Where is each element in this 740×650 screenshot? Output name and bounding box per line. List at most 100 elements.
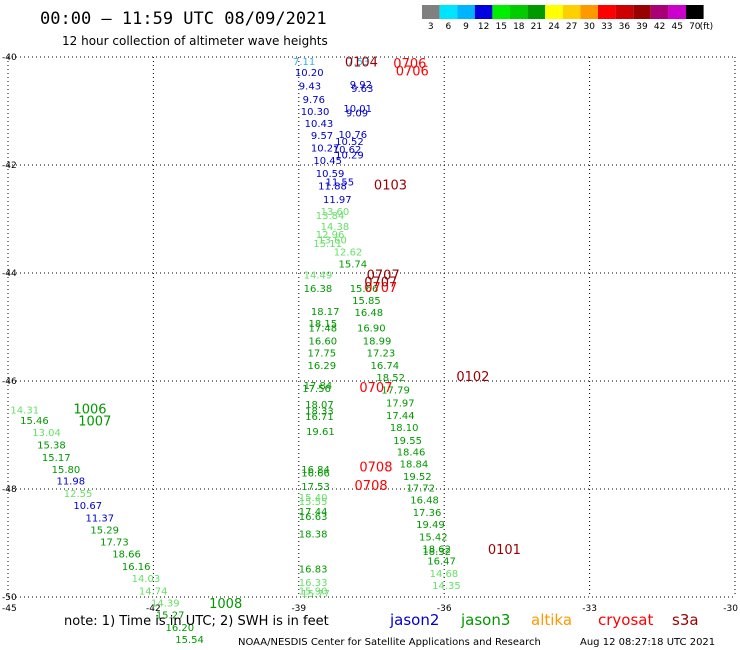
wave-height-value: 14.35	[432, 581, 461, 592]
wave-height-value: 10.59	[316, 169, 345, 180]
wave-height-value: 18.66	[112, 550, 141, 561]
wave-height-value: 14.74	[139, 586, 168, 597]
x-tick-label: -33	[582, 604, 597, 614]
wave-height-value: 9.63	[351, 84, 373, 95]
legend-unit: (ft)	[700, 22, 714, 32]
legend-label: 24	[548, 22, 560, 32]
x-tick-label: -36	[437, 604, 452, 614]
footer-note: note: 1) Time is in UTC; 2) SWH is in fe…	[64, 614, 329, 629]
wave-height-value: 10.62	[333, 145, 362, 156]
legend-swatch	[545, 5, 563, 19]
legend-label: 30	[583, 22, 595, 32]
x-tick-label: -42	[146, 604, 161, 614]
credit-right: Aug 12 08:27:18 UTC 2021	[580, 637, 715, 648]
legend-swatch	[422, 5, 440, 19]
wave-height-value: 11.97	[323, 195, 352, 206]
wave-height-value: 16.38	[304, 284, 333, 295]
wave-height-value: 18.52	[376, 373, 405, 384]
credit-left: NOAA/NESDIS Center for Satellite Applica…	[238, 637, 541, 648]
wave-height-value: 17.79	[381, 385, 410, 396]
wave-height-value: 15.27	[156, 611, 185, 622]
wave-height-value: 10.30	[301, 107, 330, 118]
wave-height-value: 14.68	[430, 569, 459, 580]
y-tick-label: -44	[2, 269, 17, 279]
pass-time-label: 0707	[364, 276, 397, 291]
wave-height-value: 18.17	[311, 307, 340, 318]
legend-label: 12	[478, 22, 489, 32]
wave-height-value: 16.47	[427, 557, 456, 568]
wave-height-value: 16.20	[166, 623, 195, 634]
wave-height-value: 16.63	[299, 512, 328, 523]
wave-height-value: 11.88	[318, 181, 347, 192]
legend-swatch	[668, 5, 686, 19]
legend-label: 45	[671, 22, 682, 32]
wave-height-value: 16.66	[301, 469, 330, 480]
wave-height-value: 9.57	[311, 131, 333, 142]
y-tick-label: -42	[2, 161, 17, 171]
wave-height-value: 15.29	[90, 525, 119, 536]
pass-time-label: 0101	[488, 543, 521, 558]
wave-height-value: 10.43	[305, 119, 334, 130]
x-tick-label: -30	[723, 604, 738, 614]
legend-label: 27	[566, 22, 577, 32]
wave-height-value: 18.84	[400, 459, 429, 470]
wave-height-value: 14.38	[321, 222, 350, 233]
legend-swatch	[492, 5, 510, 19]
satellite-label: s3a	[672, 611, 699, 629]
wave-height-value: 17.36	[413, 508, 442, 519]
legend-label: 33	[601, 22, 612, 32]
wave-height-value: 17.48	[308, 323, 337, 334]
color-legend: 3 6 9 12 15 18 21 24 27 30 33 36 39 42 45 70 (ft)	[422, 5, 713, 32]
wave-height-value: 18.15	[308, 319, 337, 330]
satellite-legend: jason2 jason3 altika cryosat s3a	[389, 611, 699, 629]
pass-time-label: 1006	[73, 402, 106, 417]
plot-area: -45 -42 -39 -36 -33 -30 -40 -42 -44 -46 -48 -50 7.11…	[2, 53, 738, 646]
chart-subtitle: 12 hour collection of altimeter wave hei…	[62, 34, 328, 48]
wave-height-value: 16.48	[355, 308, 384, 319]
wave-height-value: 14.03	[132, 574, 161, 585]
wave-height-value: 15.40	[299, 493, 328, 504]
wave-height-value: 15.42	[419, 532, 448, 543]
pass-time-label: 0708	[355, 479, 388, 494]
pass-time-label: 0707	[359, 381, 392, 396]
wave-height-value: 17.84	[304, 381, 333, 392]
wave-height-value: 13.04	[32, 428, 61, 439]
wave-height-value: 11.37	[86, 513, 115, 524]
legend-swatch	[527, 5, 546, 19]
wave-height-value: 15.90	[299, 586, 328, 597]
legend-label: 9	[463, 22, 469, 32]
pass-time-label: 0708	[359, 461, 392, 476]
wave-height-value: 18.10	[390, 423, 419, 434]
satellite-label: jason3	[460, 611, 510, 629]
legend-label: 70	[689, 22, 701, 32]
legend-swatch	[457, 5, 475, 19]
wave-height-value: 14.39	[151, 599, 180, 610]
wave-height-value: 10.27	[311, 144, 340, 155]
wave-height-value: 15.54	[175, 635, 204, 646]
wave-height-value: 18.38	[299, 530, 328, 541]
wave-height-value: 17.75	[308, 349, 337, 360]
wave-height-value: 17.44	[299, 507, 328, 518]
wave-height-value: 18.99	[363, 336, 392, 347]
legend-swatch	[510, 5, 528, 19]
wave-height-value: 17.97	[386, 398, 415, 409]
wave-height-value: 13.84	[316, 211, 345, 222]
wave-height-value: 17.53	[301, 482, 330, 493]
pass-time-label: 0707	[364, 281, 397, 296]
wave-height-value: 18.46	[397, 448, 426, 459]
wave-height-value: 10.29	[335, 151, 364, 162]
legend-swatch	[686, 5, 704, 19]
wave-height-value: 15.11	[313, 239, 342, 250]
wave-height-value: 16.33	[299, 578, 328, 589]
legend-swatch	[439, 5, 458, 19]
wave-height-value: 17.73	[100, 538, 129, 549]
wave-height-value: 15.38	[37, 441, 66, 452]
wave-height-value: 16.83	[299, 565, 328, 576]
satellite-label: cryosat	[598, 611, 653, 629]
legend-swatch	[598, 5, 616, 19]
legend-swatch	[562, 5, 581, 19]
wave-height-value: 17.56	[302, 384, 331, 395]
wave-height-value: 12.55	[64, 489, 93, 500]
pass-time-label: 0707	[367, 268, 400, 283]
